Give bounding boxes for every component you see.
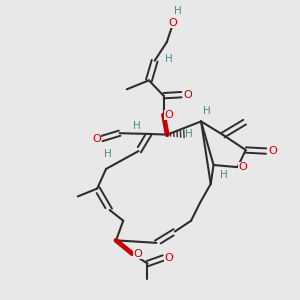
Text: H: H [174,6,182,16]
Text: O: O [165,110,173,120]
Text: O: O [133,249,142,259]
Text: H: H [104,149,112,159]
Text: H: H [185,129,193,139]
Text: O: O [268,146,277,156]
Text: O: O [168,18,177,28]
Text: H: H [203,106,211,116]
Text: O: O [238,162,247,172]
Text: O: O [165,253,173,263]
Text: H: H [220,170,227,180]
Text: H: H [133,121,140,131]
Text: O: O [92,134,101,144]
Text: O: O [184,90,192,100]
Text: H: H [165,54,173,64]
